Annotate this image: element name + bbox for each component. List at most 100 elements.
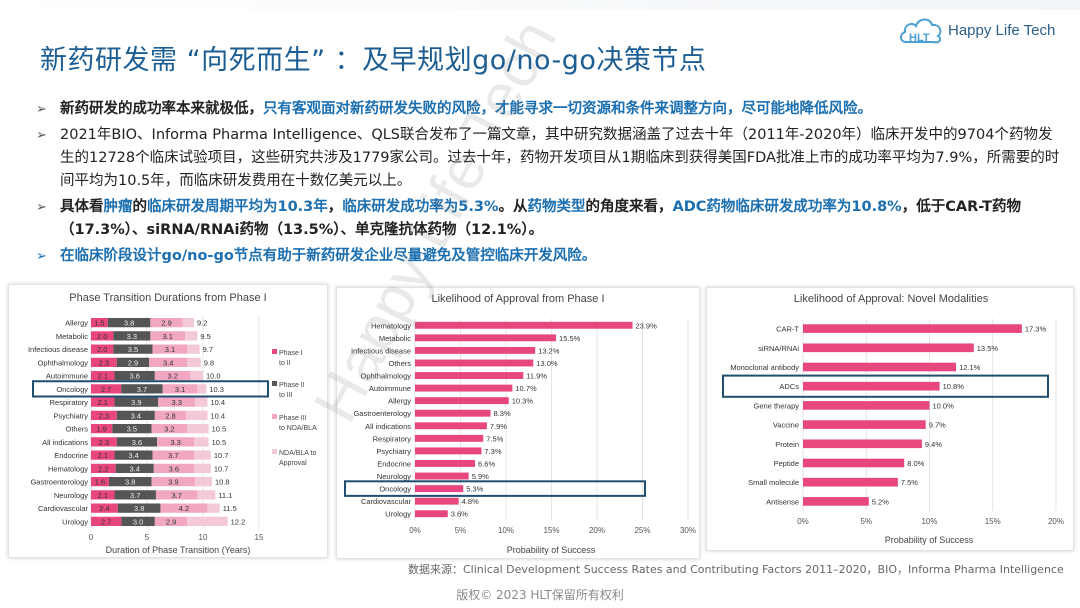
- legend-label: to NDA/BLA: [279, 425, 317, 432]
- segment-label: 3.8: [125, 478, 135, 487]
- category-label: Urology: [62, 517, 88, 526]
- category-label: Psychiatry: [53, 411, 88, 420]
- x-tick-label: 10%: [498, 526, 514, 535]
- bar: [415, 460, 476, 467]
- bar: [415, 497, 459, 505]
- bar-segment: [91, 384, 122, 394]
- total-label: 9.5: [200, 332, 210, 341]
- x-tick-label: 0%: [409, 526, 421, 535]
- bar: [803, 343, 974, 353]
- x-tick-label: 20%: [589, 526, 605, 535]
- segment-label: 4.2: [179, 504, 189, 513]
- loa-phase1-chart: Likelihood of Approval from Phase I 0% 5% 1…: [344, 293, 696, 555]
- bar-segment: [116, 357, 150, 368]
- category-label: Vaccine: [773, 421, 799, 430]
- total-label: 9.8: [204, 358, 214, 367]
- legend-swatch: [272, 381, 277, 386]
- category-label: Gastroenterology: [30, 478, 88, 487]
- highlight-box: [32, 380, 269, 398]
- category-label: Metabolic: [56, 332, 88, 341]
- data-label: 6.6%: [478, 459, 495, 468]
- bar-segment: [154, 370, 191, 381]
- total-label: 9.2: [197, 319, 207, 328]
- x-tick-label: 5: [145, 533, 150, 542]
- bar-segment: [108, 476, 152, 487]
- x-axis-label: Duration of Phase Transition (Years): [106, 545, 251, 555]
- category-label: Autoimmune: [46, 372, 88, 381]
- segment-label: 3.5: [127, 425, 137, 434]
- bar-segment: [195, 476, 212, 487]
- total-label: 9.7: [203, 345, 213, 354]
- segment-label: 3.8: [134, 504, 144, 513]
- data-label: 5.3%: [466, 485, 483, 494]
- bar-segment: [152, 450, 195, 460]
- bar: [803, 420, 926, 429]
- bar-segment: [114, 397, 159, 407]
- data-label: 7.5%: [486, 434, 503, 443]
- bar-segment: [190, 370, 203, 381]
- category-label: Psychiatry: [376, 447, 411, 456]
- segment-label: 3.1: [175, 385, 185, 394]
- bar-segment: [162, 384, 198, 394]
- data-label: 17.3%: [1025, 325, 1047, 334]
- page-title: 新药研发需 “向死而生” ：及早规划go/no-go决策节点: [40, 45, 707, 76]
- data-label: 10.8%: [943, 382, 965, 391]
- category-label: Small molecule: [748, 478, 799, 487]
- data-label: 5.2%: [872, 497, 889, 506]
- bar-segment: [187, 516, 228, 527]
- data-label: 9.7%: [929, 421, 946, 430]
- x-tick-label: 15%: [543, 526, 559, 535]
- segment-label: 2.9: [161, 319, 171, 328]
- data-label: 8.0%: [907, 459, 924, 468]
- bullet-3: ➢ 具体看肿瘤的临床研发周期平均为10.3年，临床研发成功率为5.3%。从药物类…: [32, 196, 1062, 242]
- total-label: 10.7: [214, 464, 229, 473]
- category-label: Endocrine: [377, 459, 411, 468]
- source-note: 数据来源：Clinical Development Success Rates …: [408, 563, 1064, 576]
- category-label: Antisense: [766, 497, 799, 506]
- data-label: 13.0%: [536, 359, 558, 368]
- bar: [803, 439, 922, 449]
- segment-label: 3.7: [168, 451, 178, 460]
- bar-segment: [113, 331, 151, 341]
- bar-segment: [107, 317, 151, 328]
- segment-label: 3.4: [129, 464, 139, 473]
- arrow-icon: ➢: [36, 128, 47, 143]
- category-label: Neurology: [377, 472, 411, 481]
- data-label: 12.1%: [959, 363, 981, 372]
- bar-segment: [155, 490, 198, 500]
- legend-label: NDA/BLA to: [279, 450, 316, 457]
- bar: [415, 434, 484, 442]
- bar-segment: [195, 397, 208, 407]
- bar: [415, 321, 633, 329]
- category-label: Gene therapy: [754, 401, 800, 410]
- segment-label: 2.1: [98, 372, 108, 381]
- bullet-3-highlight: ADC药物临床研发成功率为10.8%: [672, 199, 902, 215]
- segment-label: 2.4: [99, 504, 109, 513]
- category-label: Endocrine: [54, 451, 88, 460]
- data-label: 7.9%: [490, 422, 507, 431]
- category-label: Infectious disease: [28, 345, 88, 354]
- bar-segment: [153, 463, 195, 474]
- category-label: Cardiovascular: [361, 497, 412, 506]
- bar-segment: [194, 437, 209, 447]
- bar: [415, 472, 469, 480]
- segment-label: 3.1: [165, 345, 175, 354]
- legend-label: to III: [279, 392, 293, 399]
- data-label: 13.2%: [538, 346, 560, 355]
- legend-label: Phase I: [279, 350, 303, 357]
- data-label: 5.9%: [472, 472, 489, 481]
- category-label: Oncology: [379, 485, 411, 494]
- bar-segment: [116, 410, 155, 421]
- segment-label: 3.5: [128, 345, 138, 354]
- segment-label: 3.3: [170, 438, 180, 447]
- bullet-4: ➢ 在临床阶段设计go/no-go节点有助于新药研发企业尽量避免及管控临床开发风…: [32, 245, 1062, 268]
- x-tick-label: 15%: [985, 517, 1001, 526]
- segment-label: 3.6: [169, 464, 179, 473]
- bar: [415, 346, 536, 354]
- bullet-3-part: 的角度来看，: [585, 199, 673, 215]
- total-label: 10.8: [215, 478, 230, 487]
- segment-label: 3.2: [168, 372, 178, 381]
- bar: [415, 384, 513, 392]
- segment-label: 2.1: [98, 398, 108, 407]
- data-label: 10.3%: [512, 397, 534, 406]
